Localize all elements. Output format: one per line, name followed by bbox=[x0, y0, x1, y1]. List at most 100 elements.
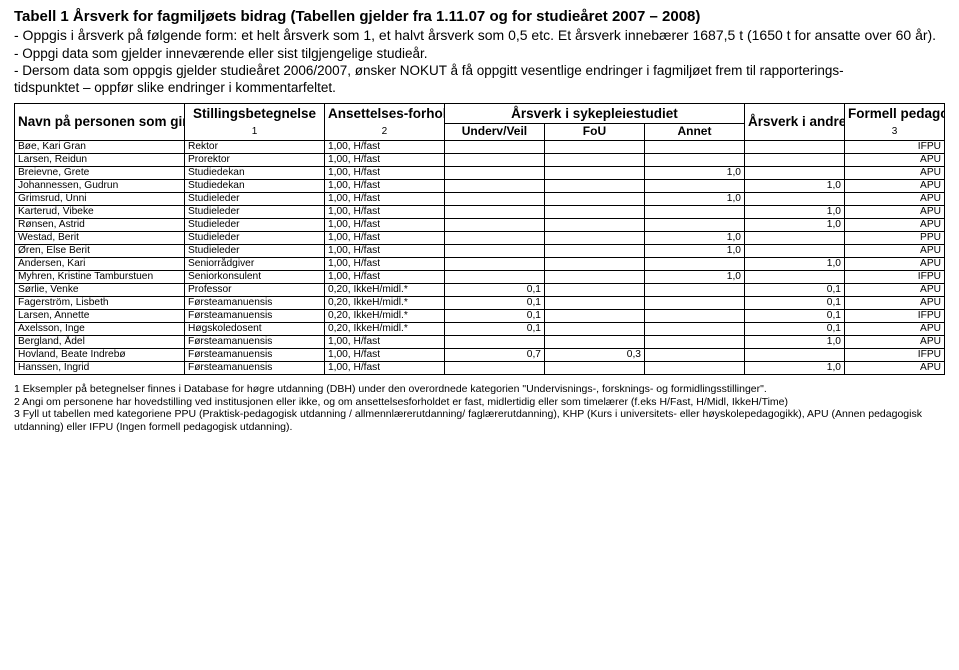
cell-form: PPU bbox=[844, 231, 944, 244]
cell-ann bbox=[644, 361, 744, 374]
cell-name: Sørlie, Venke bbox=[15, 283, 185, 296]
col-position: Stillingsbetegnelse1 bbox=[184, 103, 324, 140]
cell-pos: Studieleder bbox=[184, 205, 324, 218]
cell-form: APU bbox=[844, 166, 944, 179]
cell-uv: 0,1 bbox=[444, 283, 544, 296]
table-row: Andersen, KariSeniorrådgiver1,00, H/fast… bbox=[15, 257, 945, 270]
cell-fou bbox=[544, 257, 644, 270]
cell-ann bbox=[644, 257, 744, 270]
table-row: Bøe, Kari GranRektor1,00, H/fastIFPU bbox=[15, 140, 945, 153]
table-row: Øren, Else BeritStudieleder1,00, H/fast1… bbox=[15, 244, 945, 257]
cell-ann: 1,0 bbox=[644, 244, 744, 257]
cell-emp: 1,00, H/fast bbox=[324, 218, 444, 231]
cell-form: IFPU bbox=[844, 140, 944, 153]
table-row: Bergland, ÅdelFørsteamanuensis1,00, H/fa… bbox=[15, 335, 945, 348]
table-row: Rønsen, AstridStudieleder1,00, H/fast1,0… bbox=[15, 218, 945, 231]
cell-form: APU bbox=[844, 153, 944, 166]
cell-andre: 1,0 bbox=[744, 179, 844, 192]
cell-andre: 0,1 bbox=[744, 309, 844, 322]
cell-andre: 0,1 bbox=[744, 322, 844, 335]
cell-name: Bøe, Kari Gran bbox=[15, 140, 185, 153]
cell-ann bbox=[644, 283, 744, 296]
col-name: Navn på personen som gir faglig innsats bbox=[15, 103, 185, 140]
table-title: Tabell 1 Årsverk for fagmiljøets bidrag … bbox=[14, 8, 945, 25]
cell-emp: 0,20, IkkeH/midl.* bbox=[324, 283, 444, 296]
cell-fou bbox=[544, 153, 644, 166]
cell-fou bbox=[544, 322, 644, 335]
cell-andre: 1,0 bbox=[744, 361, 844, 374]
cell-fou bbox=[544, 335, 644, 348]
cell-uv bbox=[444, 153, 544, 166]
cell-pos: Seniorrådgiver bbox=[184, 257, 324, 270]
table-row: Larsen, AnnetteFørsteamanuensis0,20, Ikk… bbox=[15, 309, 945, 322]
table-row: Fagerström, LisbethFørsteamanuensis0,20,… bbox=[15, 296, 945, 309]
cell-fou bbox=[544, 179, 644, 192]
cell-fou bbox=[544, 296, 644, 309]
cell-form: IFPU bbox=[844, 348, 944, 361]
cell-form: APU bbox=[844, 322, 944, 335]
table-row: Larsen, ReidunProrektor1,00, H/fastAPU bbox=[15, 153, 945, 166]
cell-andre: 1,0 bbox=[744, 205, 844, 218]
cell-name: Axelsson, Inge bbox=[15, 322, 185, 335]
cell-emp: 1,00, H/fast bbox=[324, 270, 444, 283]
cell-ann: 1,0 bbox=[644, 231, 744, 244]
cell-pos: Førsteamanuensis bbox=[184, 309, 324, 322]
cell-form: APU bbox=[844, 283, 944, 296]
cell-andre bbox=[744, 153, 844, 166]
cell-ann: 1,0 bbox=[644, 270, 744, 283]
cell-pos: Studieleder bbox=[184, 192, 324, 205]
cell-andre: 0,1 bbox=[744, 283, 844, 296]
cell-pos: Seniorkonsulent bbox=[184, 270, 324, 283]
cell-emp: 1,00, H/fast bbox=[324, 348, 444, 361]
footnote-1: 1 Eksempler på betegnelser finnes i Data… bbox=[14, 383, 945, 396]
cell-uv bbox=[444, 361, 544, 374]
cell-ann bbox=[644, 205, 744, 218]
cell-form: APU bbox=[844, 257, 944, 270]
cell-ann bbox=[644, 140, 744, 153]
cell-uv: 0,1 bbox=[444, 296, 544, 309]
cell-fou bbox=[544, 361, 644, 374]
cell-pos: Studieleder bbox=[184, 244, 324, 257]
cell-form: APU bbox=[844, 192, 944, 205]
main-table: Navn på personen som gir faglig innsats … bbox=[14, 103, 945, 375]
table-row: Johannessen, GudrunStudiedekan1,00, H/fa… bbox=[15, 179, 945, 192]
cell-uv bbox=[444, 166, 544, 179]
table-row: Grimsrud, UnniStudieleder1,00, H/fast1,0… bbox=[15, 192, 945, 205]
cell-uv: 0,1 bbox=[444, 322, 544, 335]
cell-fou bbox=[544, 244, 644, 257]
cell-andre bbox=[744, 244, 844, 257]
footnote-2: 2 Angi om personene har hovedstilling ve… bbox=[14, 396, 945, 409]
col-annet: Annet bbox=[644, 124, 744, 141]
cell-andre bbox=[744, 140, 844, 153]
cell-uv bbox=[444, 270, 544, 283]
cell-pos: Førsteamanuensis bbox=[184, 348, 324, 361]
cell-fou bbox=[544, 218, 644, 231]
table-row: Hanssen, IngridFørsteamanuensis1,00, H/f… bbox=[15, 361, 945, 374]
cell-name: Grimsrud, Unni bbox=[15, 192, 185, 205]
cell-name: Myhren, Kristine Tamburstuen bbox=[15, 270, 185, 283]
cell-ann bbox=[644, 335, 744, 348]
cell-uv bbox=[444, 218, 544, 231]
cell-name: Fagerström, Lisbeth bbox=[15, 296, 185, 309]
table-row: Hovland, Beate IndrebøFørsteamanuensis1,… bbox=[15, 348, 945, 361]
cell-fou bbox=[544, 270, 644, 283]
cell-name: Breievne, Grete bbox=[15, 166, 185, 179]
cell-emp: 0,20, IkkeH/midl.* bbox=[324, 322, 444, 335]
cell-name: Andersen, Kari bbox=[15, 257, 185, 270]
cell-uv bbox=[444, 257, 544, 270]
cell-form: APU bbox=[844, 335, 944, 348]
col-formell: Formell pedagogisk kompetanse3 bbox=[844, 103, 944, 140]
cell-pos: Studiedekan bbox=[184, 166, 324, 179]
cell-emp: 1,00, H/fast bbox=[324, 153, 444, 166]
cell-ann bbox=[644, 309, 744, 322]
cell-pos: Studieleder bbox=[184, 231, 324, 244]
table-body: Bøe, Kari GranRektor1,00, H/fastIFPU Lars… bbox=[15, 140, 945, 374]
cell-uv bbox=[444, 140, 544, 153]
col-andre: Årsverk i andre studietilbud bbox=[744, 103, 844, 140]
table-row: Myhren, Kristine TamburstuenSeniorkonsul… bbox=[15, 270, 945, 283]
footnote-3: 3 Fyll ut tabellen med kategoriene PPU (… bbox=[14, 408, 945, 433]
cell-ann bbox=[644, 179, 744, 192]
cell-name: Westad, Berit bbox=[15, 231, 185, 244]
col-underv: Underv/Veil bbox=[444, 124, 544, 141]
cell-pos: Førsteamanuensis bbox=[184, 296, 324, 309]
